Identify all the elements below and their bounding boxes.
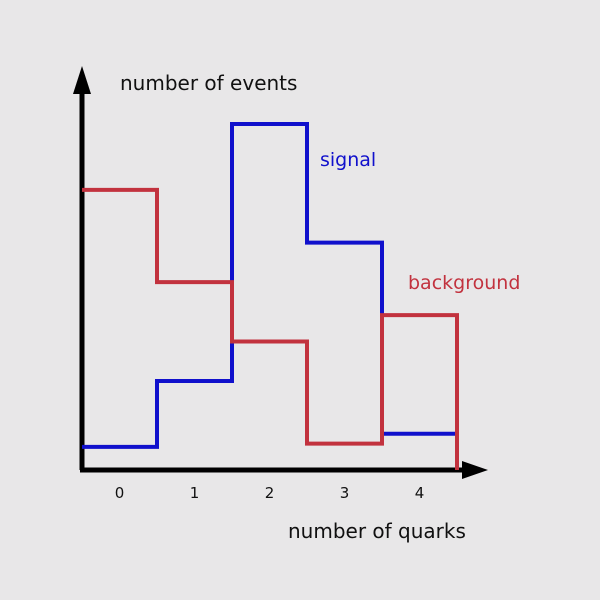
x-tick-labels: 0 1 2 3 4 [115,484,425,502]
x-tick-label: 4 [415,484,425,502]
x-tick-label: 2 [265,484,275,502]
x-tick-label: 3 [340,484,350,502]
x-axis-arrow [462,461,488,479]
x-axis-title: number of quarks [288,519,466,543]
x-tick-label: 1 [190,484,200,502]
y-axis-arrow [73,66,91,94]
series-background-line [82,187,459,470]
series-label-signal: signal [320,149,376,171]
series-layer [82,122,459,470]
x-tick-label: 0 [115,484,125,502]
series-signal-line [82,122,459,470]
series-label-background: background [408,272,520,294]
series-labels: signal background [320,149,520,294]
y-axis-title: number of events [120,71,297,95]
